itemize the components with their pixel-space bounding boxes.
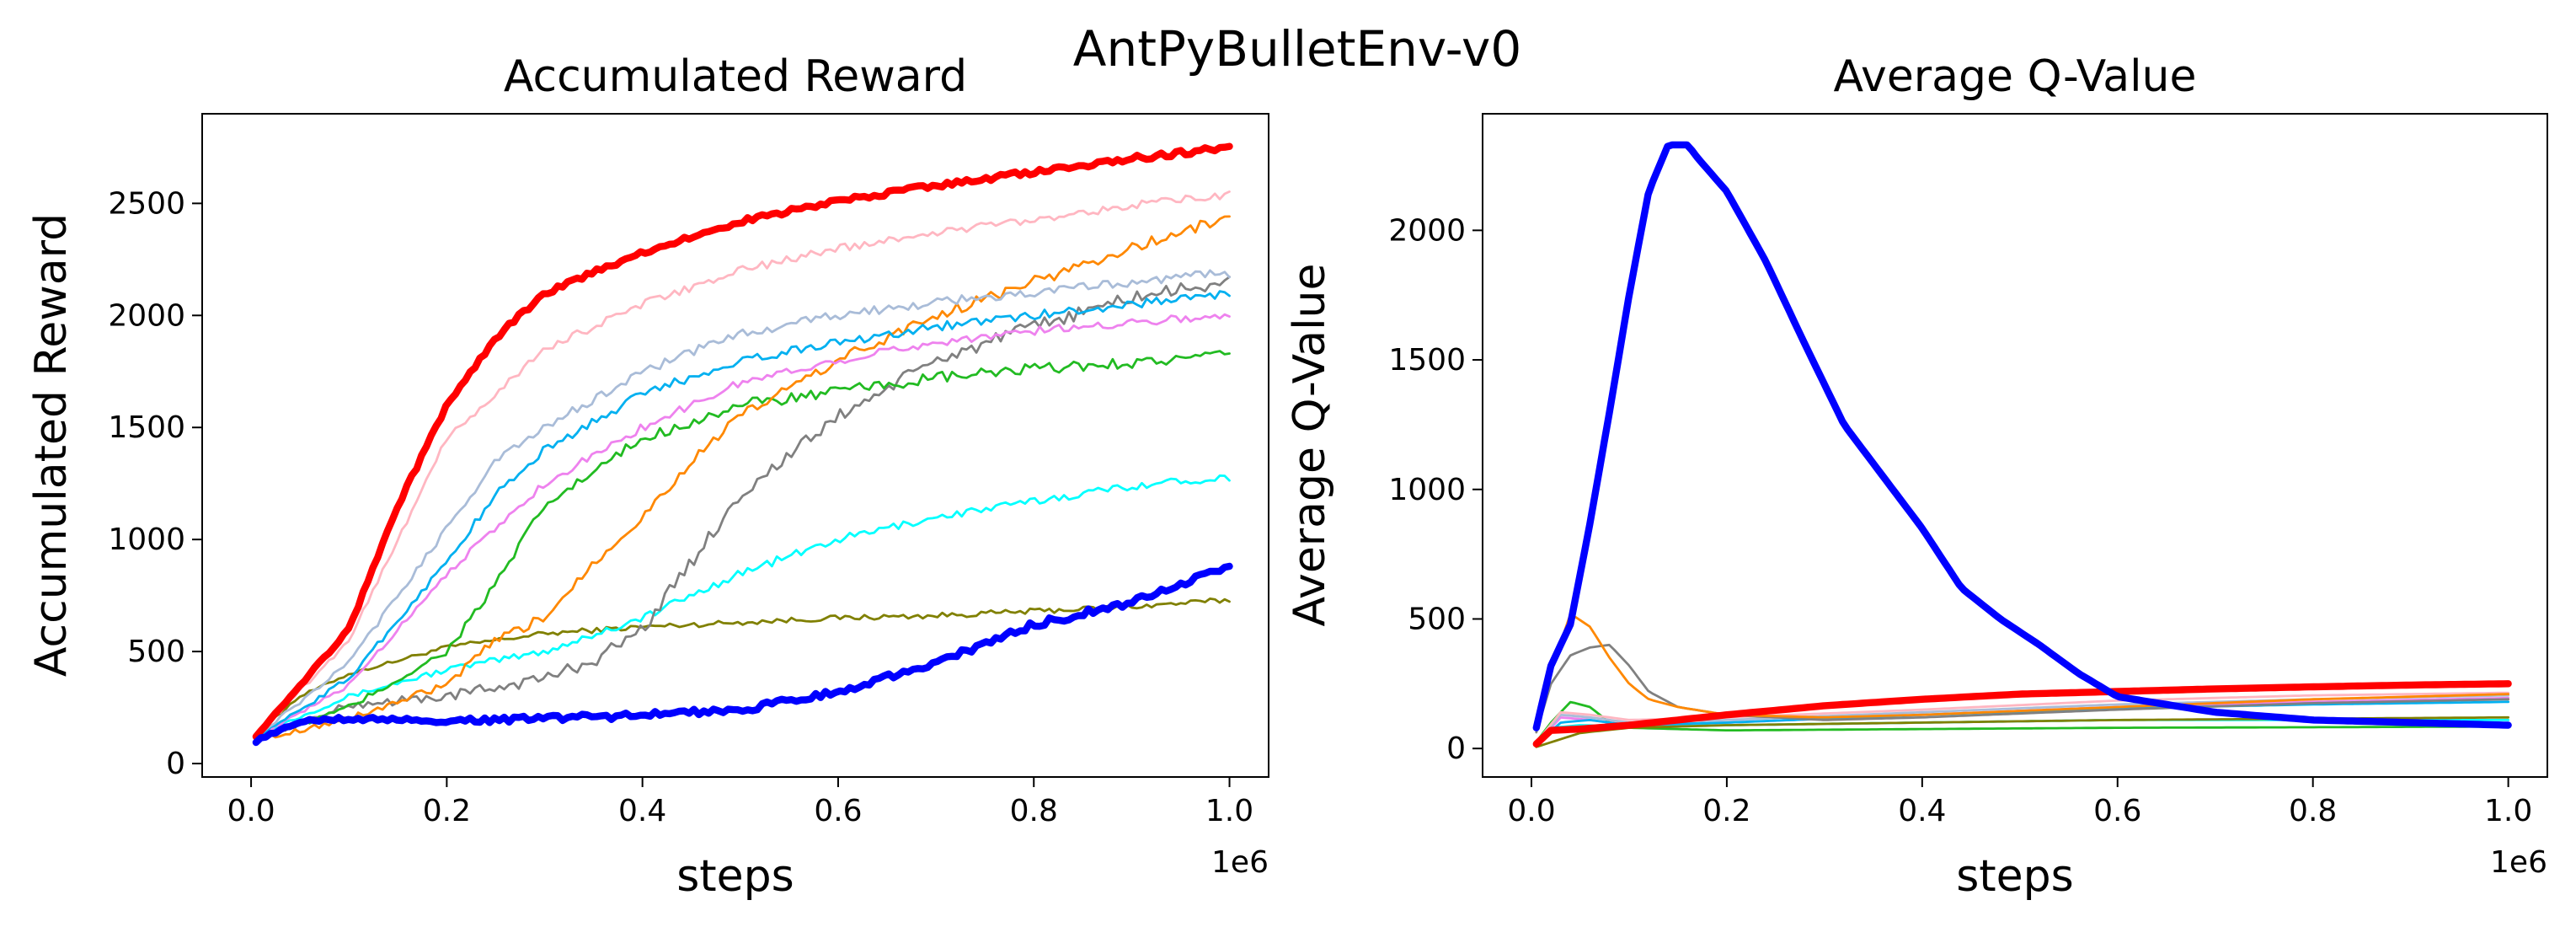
reward-x-tick-label: 0.8 xyxy=(1010,794,1058,828)
reward-series-orange xyxy=(254,215,1231,744)
qvalue-x-tick-label: 0.2 xyxy=(1702,794,1750,828)
reward-series-cyan xyxy=(254,474,1231,738)
reward-series-pink xyxy=(254,190,1231,739)
qvalue-y-tick-label: 500 xyxy=(1408,602,1466,636)
qvalue-x-tick-label: 0.4 xyxy=(1898,794,1946,828)
qvalue-y-tick-label: 1500 xyxy=(1388,343,1466,378)
qvalue-x-label: steps xyxy=(1956,851,2074,902)
reward-x-tick-label: 0.2 xyxy=(423,794,471,828)
qvalue-series-red xyxy=(1532,680,2512,747)
qvalue-y-tick-label: 0 xyxy=(1446,731,1466,766)
reward-series-green xyxy=(254,350,1231,743)
reward-y-tick-label: 500 xyxy=(127,635,185,669)
reward-y-tick-label: 2000 xyxy=(108,298,185,333)
reward-plot-frame xyxy=(201,113,1269,778)
reward-series-red xyxy=(252,142,1233,741)
qvalue-chart-title: Average Q-Value xyxy=(1834,51,2197,102)
reward-x-axis: 0.0 0.2 0.4 0.6 0.8 1.0 xyxy=(227,777,1253,828)
reward-series-olive xyxy=(254,597,1231,735)
reward-y-tick-label: 1500 xyxy=(108,410,185,445)
qvalue-series-green xyxy=(1535,700,2510,743)
qvalue-x-tick-label: 1.0 xyxy=(2484,794,2532,828)
accumulated-reward-panel: Accumulated Reward 0.0 0.2 0.4 0.6 0.8 1.0 0 5… xyxy=(26,51,1269,902)
qvalue-x-tick-label: 0.0 xyxy=(1507,794,1555,828)
figure-suptitle: AntPyBulletEnv-v0 xyxy=(1073,20,1521,78)
reward-y-tick-label: 0 xyxy=(166,747,185,781)
qvalue-series-blue xyxy=(1532,141,2512,731)
reward-x-tick-label: 1.0 xyxy=(1205,794,1253,828)
reward-plot-area xyxy=(252,142,1233,747)
qvalue-y-label: Average Q-Value xyxy=(1285,264,1335,627)
reward-x-label: steps xyxy=(676,851,794,902)
reward-y-axis: 0 500 1000 1500 2000 2500 xyxy=(108,186,202,781)
reward-x-tick-label: 0.6 xyxy=(814,794,862,828)
reward-y-tick-label: 2500 xyxy=(108,186,185,221)
average-q-value-panel: Average Q-Value 0.0 0.2 0.4 0.6 0.8 1.0 0 500 1… xyxy=(1285,51,2548,902)
qvalue-plot-area xyxy=(1532,141,2512,748)
qvalue-y-axis: 0 500 1000 1500 2000 xyxy=(1388,213,1483,766)
qvalue-y-tick-label: 2000 xyxy=(1388,213,1466,248)
reward-series-lightsteelblue xyxy=(254,269,1231,741)
reward-x-tick-label: 0.0 xyxy=(227,794,275,828)
reward-series-gray xyxy=(254,276,1231,743)
reward-y-tick-label: 1000 xyxy=(108,522,185,557)
reward-chart-title: Accumulated Reward xyxy=(504,51,967,102)
reward-series-deepskyblue xyxy=(254,290,1231,742)
qvalue-series-orange xyxy=(1535,613,2510,731)
qvalue-plot-frame xyxy=(1482,113,2548,778)
reward-y-label: Accumulated Reward xyxy=(26,213,77,677)
reward-x-tick-label: 0.4 xyxy=(618,794,666,828)
reward-series-violet xyxy=(254,313,1231,742)
reward-series-blue xyxy=(252,562,1233,747)
reward-x-offset-label: 1e6 xyxy=(1211,845,1269,880)
qvalue-x-axis: 0.0 0.2 0.4 0.6 0.8 1.0 xyxy=(1507,777,2532,828)
qvalue-x-offset-label: 1e6 xyxy=(2490,845,2547,880)
qvalue-x-tick-label: 0.6 xyxy=(2093,794,2141,828)
qvalue-x-tick-label: 0.8 xyxy=(2289,794,2337,828)
qvalue-y-tick-label: 1000 xyxy=(1388,473,1466,507)
